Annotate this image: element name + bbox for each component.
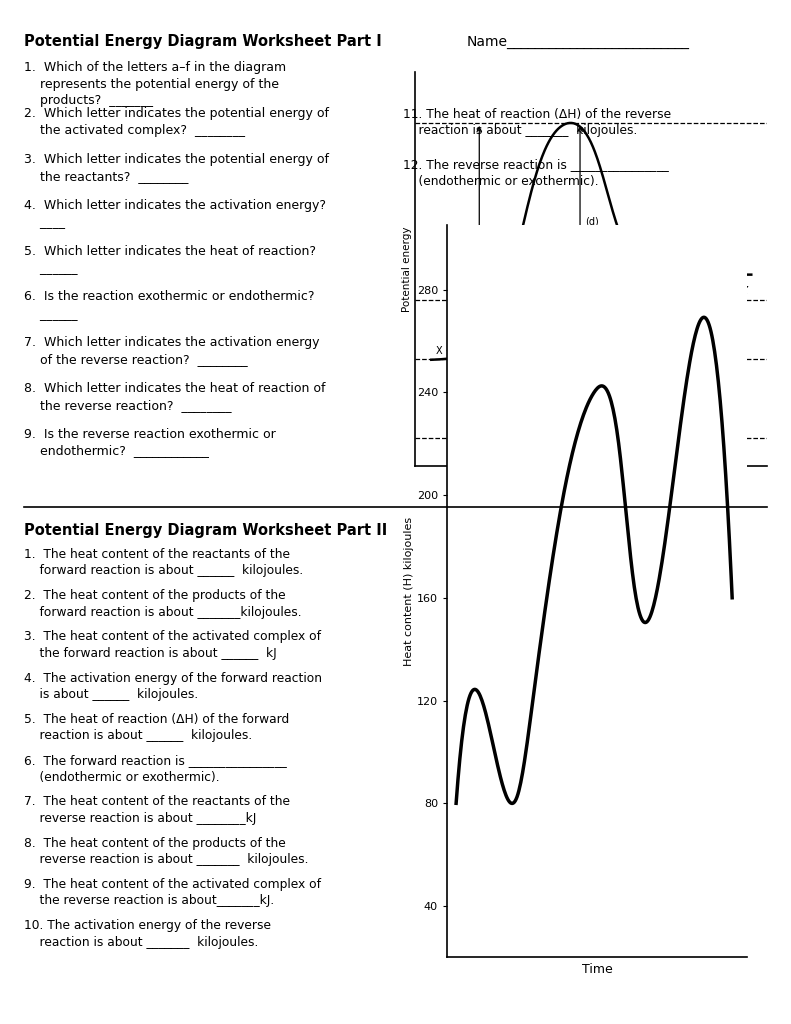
Text: 5.  The heat of reaction (ΔH) of the forward
    reaction is about ______  kiloj: 5. The heat of reaction (ΔH) of the forw… — [24, 713, 289, 742]
Text: (c): (c) — [548, 321, 561, 331]
Text: Name__________________________: Name__________________________ — [466, 35, 689, 49]
Text: 9.  The heat content of the activated complex of
    the reverse reaction is abo: 9. The heat content of the activated com… — [24, 878, 320, 907]
Text: 2.  Which letter indicates the potential energy of
    the activated complex?  _: 2. Which letter indicates the potential … — [24, 108, 329, 137]
Text: 11. The heat of reaction (ΔH) of the reverse
    reaction is about _______  kilo: 11. The heat of reaction (ΔH) of the rev… — [403, 108, 672, 137]
Text: 8.  The heat content of the products of the
    reverse reaction is about ______: 8. The heat content of the products of t… — [24, 837, 308, 866]
Text: 6.  Is the reaction exothermic or endothermic?
    ______: 6. Is the reaction exothermic or endothe… — [24, 291, 314, 319]
X-axis label: Time: Time — [582, 963, 612, 976]
Text: Z: Z — [740, 286, 747, 296]
Text: 2.  The heat content of the products of the
    forward reaction is about ______: 2. The heat content of the products of t… — [24, 589, 301, 618]
Text: 12. The reverse reaction is ________________
    (endothermic or exothermic).: 12. The reverse reaction is ____________… — [403, 158, 669, 187]
Text: 9.  Is the reverse reaction exothermic or
    endothermic?  ____________: 9. Is the reverse reaction exothermic or… — [24, 428, 275, 458]
Y-axis label: Potential energy: Potential energy — [403, 226, 412, 311]
Text: (d): (d) — [585, 216, 599, 226]
Text: (e): (e) — [660, 360, 674, 371]
Text: 7.  Which letter indicates the activation energy
    of the reverse reaction?  _: 7. Which letter indicates the activation… — [24, 336, 320, 366]
Text: 5.  Which letter indicates the heat of reaction?
    ______: 5. Which letter indicates the heat of re… — [24, 245, 316, 274]
Text: 6.  The forward reaction is ________________
    (endothermic or exothermic).: 6. The forward reaction is _____________… — [24, 754, 286, 783]
Text: 4.  The activation energy of the forward reaction
    is about ______  kilojoule: 4. The activation energy of the forward … — [24, 672, 322, 701]
Y-axis label: Heat content (H) kilojoules: Heat content (H) kilojoules — [404, 517, 414, 666]
Text: 3.  Which letter indicates the potential energy of
    the reactants?  ________: 3. Which letter indicates the potential … — [24, 153, 329, 182]
Text: 1.  The heat content of the reactants of the
    forward reaction is about _____: 1. The heat content of the reactants of … — [24, 548, 303, 578]
Text: Potential Energy Diagram Worksheet Part II: Potential Energy Diagram Worksheet Part … — [24, 523, 387, 538]
Text: 8.  Which letter indicates the heat of reaction of
    the reverse reaction?  __: 8. Which letter indicates the heat of re… — [24, 382, 325, 412]
Text: 1.  Which of the letters a–f in the diagram
    represents the potential energy : 1. Which of the letters a–f in the diagr… — [24, 61, 286, 108]
Text: 7.  The heat content of the reactants of the
    reverse reaction is about _____: 7. The heat content of the reactants of … — [24, 796, 290, 824]
X-axis label: Reaction coordinate  (X + Y → Z): Reaction coordinate (X + Y → Z) — [506, 470, 676, 480]
Text: (a): (a) — [484, 394, 498, 403]
Text: Potential Energy Diagram Worksheet Part I: Potential Energy Diagram Worksheet Part … — [24, 35, 381, 49]
Text: (b): (b) — [484, 224, 498, 234]
Text: 4.  Which letter indicates the activation energy?
    ____: 4. Which letter indicates the activation… — [24, 199, 326, 228]
Text: (f): (f) — [725, 394, 736, 403]
Text: 10. The activation energy of the reverse
    reaction is about _______  kilojoul: 10. The activation energy of the reverse… — [24, 920, 271, 948]
Text: X + Y: X + Y — [436, 345, 463, 355]
Text: 3.  The heat content of the activated complex of
    the forward reaction is abo: 3. The heat content of the activated com… — [24, 631, 320, 659]
